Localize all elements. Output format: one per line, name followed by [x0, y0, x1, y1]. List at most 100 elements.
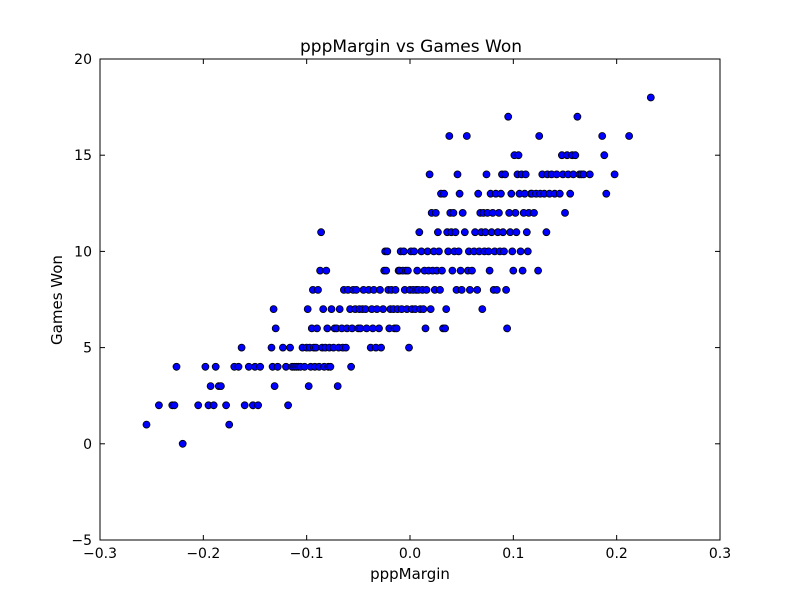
x-tick-label: 0.3 [709, 546, 731, 562]
data-point [211, 362, 220, 371]
data-point [485, 266, 494, 275]
data-point [422, 285, 431, 294]
data-point [392, 324, 401, 333]
data-point [512, 228, 521, 237]
data-point [434, 247, 443, 256]
y-axis-label: Games Won [48, 255, 66, 345]
data-point [555, 189, 564, 198]
data-point [511, 208, 520, 217]
data-point [376, 285, 384, 294]
data-point [278, 343, 287, 352]
data-point [573, 112, 582, 121]
data-point [284, 401, 293, 410]
data-point [509, 266, 518, 275]
x-tick-label: 0.1 [502, 546, 524, 562]
data-point [209, 401, 218, 410]
y-tick-label: 5 [83, 341, 92, 357]
y-tick-label: 20 [74, 52, 92, 68]
data-point [600, 151, 609, 160]
data-point [399, 247, 408, 256]
data-point [237, 343, 246, 352]
data-points [142, 93, 655, 448]
data-point [222, 401, 231, 410]
data-point [410, 247, 419, 256]
data-point [530, 208, 538, 217]
data-point [154, 401, 163, 410]
data-point [585, 170, 594, 179]
data-point [142, 420, 151, 429]
data-point [413, 266, 422, 275]
data-point [436, 285, 444, 294]
data-point [419, 305, 428, 314]
data-point [504, 112, 513, 121]
data-point [625, 132, 633, 140]
data-point [347, 362, 356, 371]
x-axis-ticks: −0.3 −0.2 −0.1 0.0 0.1 0.2 0.3 [83, 59, 731, 562]
data-point [240, 401, 249, 410]
data-point [286, 343, 295, 352]
data-point [438, 266, 446, 275]
data-point [172, 362, 181, 371]
data-point [501, 170, 510, 179]
data-point [496, 189, 505, 198]
x-tick-label: −0.1 [290, 546, 324, 562]
data-point [561, 208, 569, 217]
chart-title: pppMargin vs Games Won [300, 37, 522, 57]
data-point [468, 266, 476, 275]
y-tick-label: 0 [83, 437, 92, 453]
data-point [456, 266, 465, 275]
x-tick-label: −0.2 [186, 546, 220, 562]
data-point [273, 362, 282, 371]
data-point [507, 189, 516, 198]
data-point [317, 228, 326, 237]
data-point [610, 170, 619, 179]
data-point [327, 305, 336, 314]
x-tick-label: 0.2 [606, 546, 628, 562]
data-point [421, 324, 430, 333]
data-point [523, 247, 532, 256]
data-point [216, 382, 225, 391]
data-point [303, 305, 312, 314]
data-point [440, 189, 449, 198]
data-point [516, 247, 525, 256]
data-point [602, 189, 611, 198]
data-point [383, 247, 392, 256]
data-point [269, 305, 278, 314]
data-point [453, 170, 462, 179]
data-point [326, 362, 335, 371]
data-point [194, 401, 203, 410]
data-point [415, 228, 424, 237]
data-point [377, 343, 386, 352]
data-point [465, 285, 474, 294]
data-point [319, 305, 328, 314]
plot-frame [99, 58, 721, 541]
data-point [382, 266, 391, 275]
data-point [571, 151, 580, 160]
data-point [457, 285, 466, 294]
x-axis-label: pppMargin [370, 565, 450, 583]
data-point [304, 382, 313, 391]
data-point [454, 247, 463, 256]
data-point [442, 305, 451, 314]
data-point [521, 170, 530, 179]
data-point [322, 266, 331, 275]
data-point [458, 208, 467, 217]
data-point [474, 189, 483, 198]
data-point [482, 170, 491, 179]
data-point [473, 285, 482, 294]
data-point [352, 285, 361, 294]
data-point [534, 266, 542, 275]
data-point [502, 285, 511, 294]
data-point [333, 382, 342, 391]
data-point [375, 324, 383, 333]
data-point [514, 151, 523, 160]
data-point [201, 362, 210, 371]
data-point [270, 382, 279, 391]
data-point [462, 132, 471, 140]
data-point [206, 382, 215, 391]
data-point [518, 266, 527, 275]
data-point [267, 343, 276, 352]
data-point [433, 228, 442, 237]
data-point [449, 208, 458, 217]
